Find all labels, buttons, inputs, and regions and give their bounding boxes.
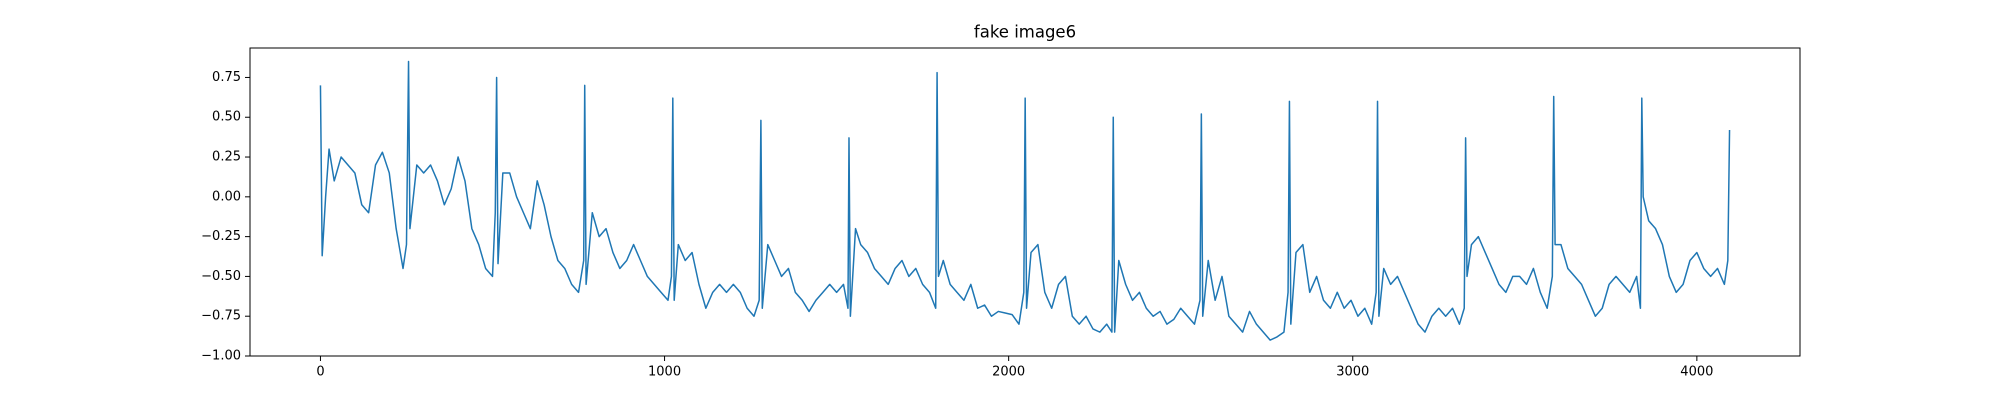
y-tick-label: −1.00 <box>201 349 241 364</box>
x-tick-label: 0 <box>316 365 324 380</box>
y-tick-label: −0.25 <box>201 229 241 244</box>
x-tick-label: 4000 <box>1680 365 1713 380</box>
x-tick-label: 1000 <box>648 365 681 380</box>
x-tick-label: 2000 <box>992 365 1025 380</box>
y-tick-label: −0.75 <box>201 309 241 324</box>
y-tick-label: 0.25 <box>212 150 241 165</box>
x-tick-label: 3000 <box>1336 365 1369 380</box>
chart-title: fake image6 <box>974 23 1076 42</box>
axes-frame <box>249 47 1801 357</box>
y-tick-label: 0.00 <box>212 189 241 204</box>
y-tick-label: −0.50 <box>201 269 241 284</box>
data-line <box>319 60 1731 341</box>
y-tick-label: 0.50 <box>212 110 241 125</box>
y-tick-label: 0.75 <box>212 70 241 85</box>
